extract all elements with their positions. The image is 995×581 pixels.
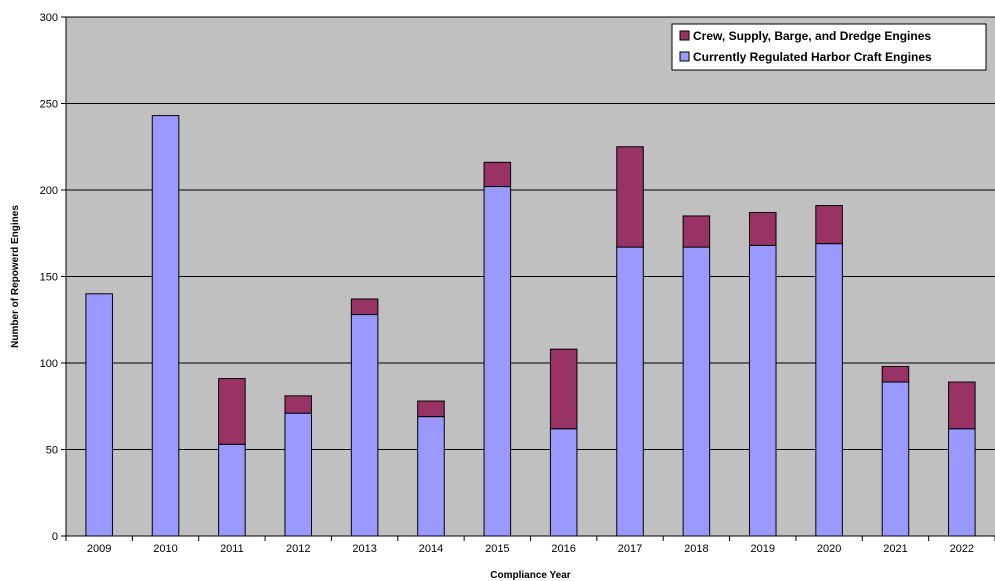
bar-regulated (881, 381, 910, 537)
legend-swatch (679, 51, 690, 62)
x-tick-label: 2021 (883, 543, 907, 555)
y-axis-title: Number of Repowerd Engines (10, 205, 21, 348)
y-tick-label: 200 (40, 185, 58, 197)
legend-label: Crew, Supply, Barge, and Dredge Engines (693, 29, 931, 43)
y-tick-label: 0 (52, 531, 58, 543)
bar-regulated (483, 186, 512, 537)
x-axis: 2009 2010 2011 2012 2013 2014 2015 2016 2017 2018… (65, 535, 995, 555)
bar-crew-supply (350, 298, 379, 316)
bar-crew-supply (948, 381, 976, 430)
bar-regulated (417, 416, 445, 537)
bar-crew-supply (218, 378, 246, 445)
x-tick-label: 2018 (684, 543, 708, 555)
bar-crew-supply (417, 400, 445, 418)
x-tick-label: 2022 (950, 543, 974, 555)
x-tick-label: 2011 (220, 543, 244, 555)
legend-box (671, 23, 987, 71)
legend-swatch (679, 30, 690, 41)
bar-crew-supply (549, 348, 578, 430)
bar-regulated (616, 246, 644, 537)
bar-regulated (350, 314, 379, 537)
bar-regulated (151, 115, 180, 537)
x-tick-label: 2012 (286, 543, 310, 555)
y-tick-label: 150 (40, 272, 58, 284)
x-tick-label: 2014 (419, 543, 443, 555)
x-tick-label: 2013 (352, 543, 376, 555)
bar-regulated (284, 412, 313, 537)
bar-regulated (948, 428, 976, 537)
x-tick-label: 2020 (817, 543, 841, 555)
bar-regulated (218, 443, 246, 537)
bar-crew-supply (748, 211, 777, 246)
y-tick-label: 250 (40, 99, 58, 111)
legend-label: Currently Regulated Harbor Craft Engines (693, 50, 932, 64)
y-tick-label: 50 (46, 445, 58, 457)
y-axis: 0 50 100 150 200 250 300 (40, 12, 67, 543)
bar-crew-supply (284, 395, 313, 414)
y-tick-label: 100 (40, 358, 58, 370)
bar-crew-supply (483, 161, 512, 188)
bar-regulated (748, 244, 777, 537)
x-tick-label: 2019 (751, 543, 775, 555)
bar-regulated (682, 246, 711, 537)
bar-crew-supply (881, 365, 910, 383)
x-axis-title: Compliance Year (490, 570, 571, 581)
legend: Crew, Supply, Barge, and Dredge Engines C… (671, 23, 987, 71)
x-tick-label: 2017 (618, 543, 642, 555)
bar-crew-supply (682, 215, 711, 248)
bar-crew-supply (815, 205, 843, 245)
x-tick-label: 2009 (87, 543, 111, 555)
bar-regulated (549, 428, 578, 537)
bar-regulated (85, 293, 113, 537)
bar-crew-supply (616, 146, 644, 248)
x-tick-label: 2016 (551, 543, 575, 555)
x-tick-label: 2015 (485, 543, 509, 555)
y-tick-label: 300 (40, 12, 58, 24)
x-tick-label: 2010 (153, 543, 177, 555)
bar-regulated (815, 243, 843, 537)
